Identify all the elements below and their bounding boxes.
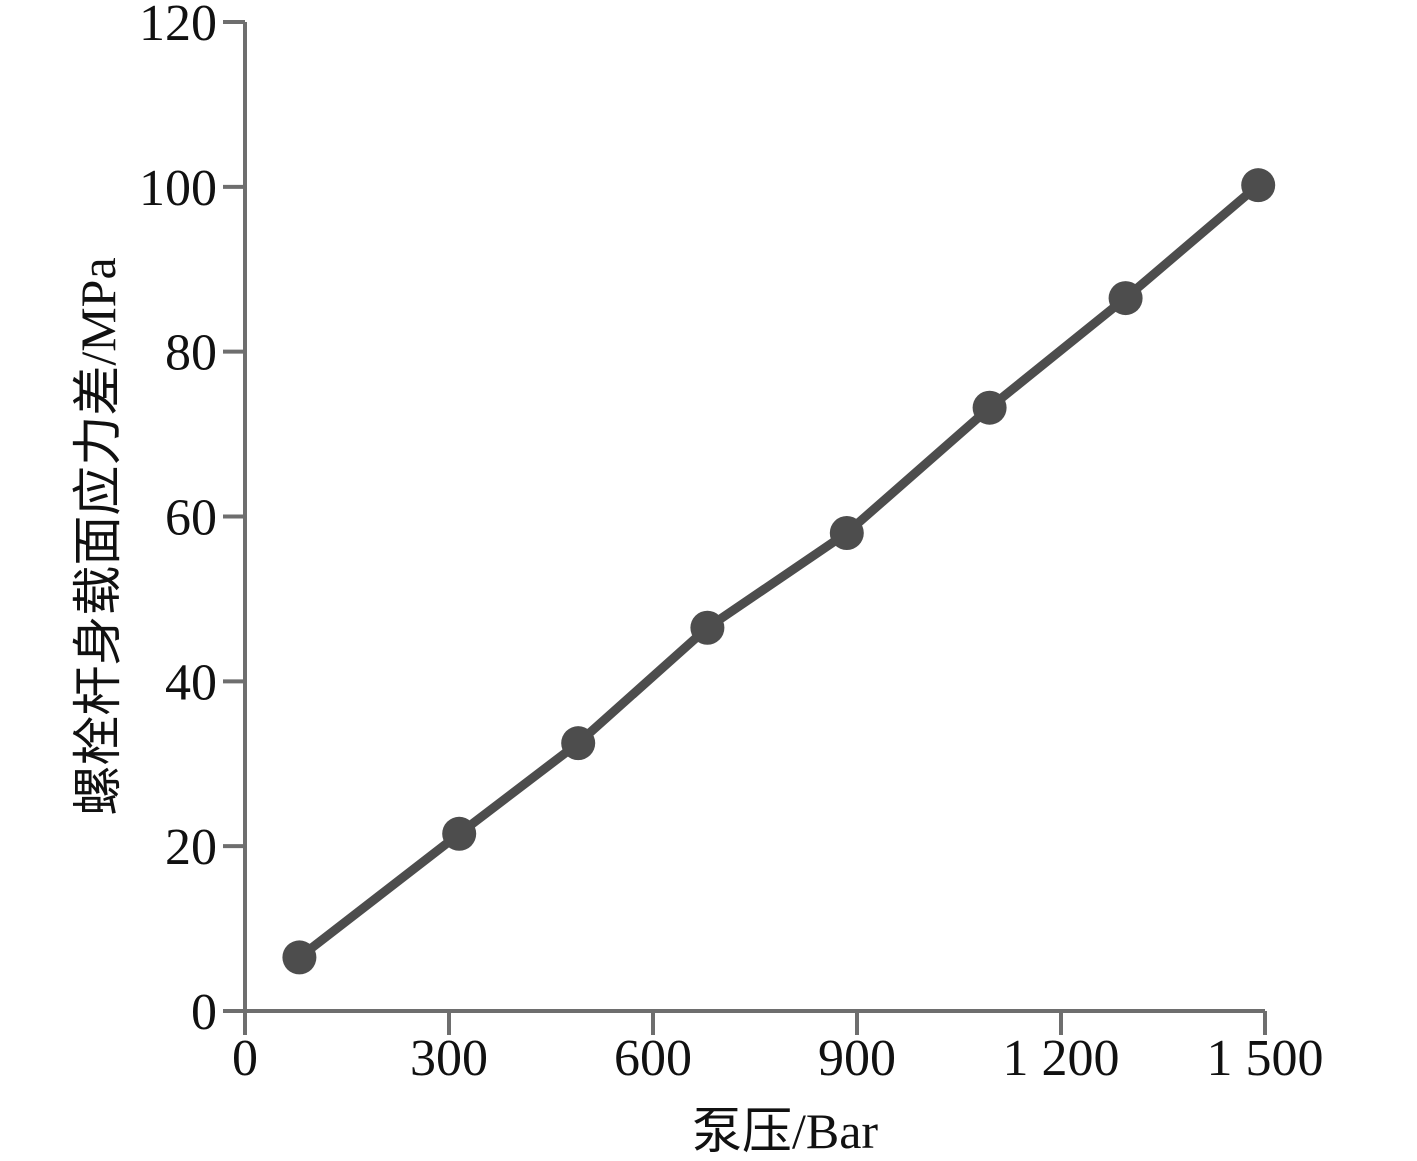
y-tick-label: 80 — [165, 325, 217, 382]
data-point — [1241, 168, 1276, 203]
y-tick-label: 20 — [165, 819, 217, 876]
x-tick-label: 0 — [232, 1030, 258, 1087]
y-tick-label: 120 — [139, 0, 217, 52]
y-tick-label: 0 — [191, 984, 217, 1041]
y-axis-ticks: 0 20 40 60 80 100 120 — [139, 0, 245, 1041]
data-point — [829, 515, 864, 550]
data-point — [972, 390, 1007, 425]
x-tick-label: 600 — [614, 1030, 692, 1087]
x-axis-title: 泵压/Bar — [692, 1103, 878, 1159]
axes — [243, 22, 1265, 1013]
y-tick-label: 40 — [165, 654, 217, 711]
x-tick-label: 900 — [818, 1030, 896, 1087]
data-point — [282, 940, 317, 975]
series-line — [294, 180, 1263, 962]
data-point — [1108, 281, 1143, 316]
data-point — [561, 726, 596, 761]
x-axis-ticks: 0 300 600 900 1 200 1 500 — [232, 1011, 1324, 1087]
y-tick-label: 60 — [165, 490, 217, 547]
y-tick-label: 100 — [139, 160, 217, 217]
x-tick-label: 1 500 — [1207, 1030, 1324, 1087]
x-tick-label: 300 — [410, 1030, 488, 1087]
y-axis-title: 螺栓杆身载面应力差/MPa — [70, 257, 126, 815]
data-point — [690, 610, 725, 645]
data-point — [442, 816, 477, 851]
data-series — [282, 168, 1276, 975]
x-tick-label: 1 200 — [1003, 1030, 1120, 1087]
